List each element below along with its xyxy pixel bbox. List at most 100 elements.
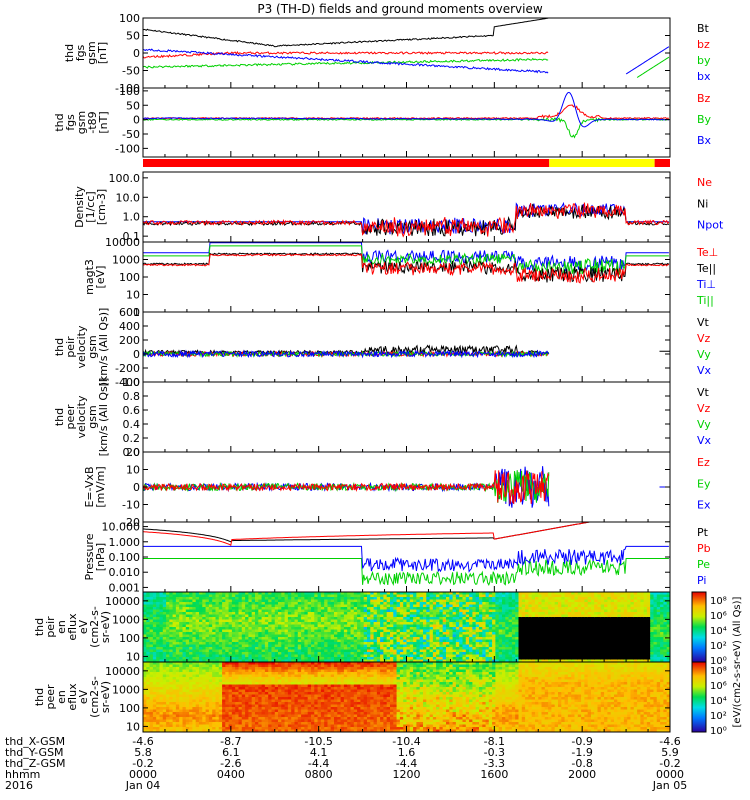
spectrogram-cell [159,679,164,683]
spectrogram-cell [255,634,259,638]
spectrogram-cell [436,609,440,613]
spectrogram-cell [584,642,589,646]
legend-entry: Pt [697,526,709,539]
spectrogram-cell [426,604,431,608]
spectrogram-cell [360,632,365,636]
spectrogram-cell [535,622,539,626]
spectrogram-cell [222,609,226,613]
panel_peer_spectrogram-plot [143,662,670,732]
spectrogram-cell [162,672,167,676]
spectrogram-cell [149,642,154,646]
spectrogram-cell [462,594,467,598]
spectrogram-cell [396,599,401,603]
spectrogram-cell [231,644,236,648]
y-axis-label: E=-VxB [83,466,96,507]
spectrogram-cell [215,614,220,618]
spectrogram-cell [156,684,161,688]
spectrogram-cell [218,652,223,656]
spectrogram-cell [409,639,414,643]
spectrogram-cell [393,609,398,613]
spectrogram-cell [218,639,223,643]
spectrogram-cell [390,629,394,633]
spectrogram-cell [436,632,440,636]
spectrogram-cell [581,647,585,651]
spectrogram-cell [637,612,641,616]
spectrogram-cell [558,619,562,623]
spectrogram-cell [508,594,513,598]
spectrogram-cell [287,647,292,651]
spectrogram-cell [498,642,503,646]
spectrogram-cell [231,607,236,611]
spectrogram-cell [561,654,566,658]
spectrogram-cell [584,652,589,656]
spectrogram-cell [627,617,632,621]
spectrogram-cell [172,594,177,598]
spectrogram-cell [640,657,645,661]
spectrogram-cell [498,632,503,636]
spectrogram-cell [502,629,506,633]
spectrogram-cell [294,652,299,656]
spectrogram-cell [172,612,177,616]
spectrogram-cell [617,642,622,646]
spectrogram-cell [284,632,289,636]
spectrogram-cell [597,644,602,648]
y-axis-label: [cm-3] [95,189,108,225]
spectrogram-cell [660,609,664,613]
spectrogram-cell [251,639,256,643]
spectrogram-cell [432,627,437,631]
spectrogram-cell [630,612,635,616]
spectrogram-cell [535,619,539,623]
spectrogram-cell [376,657,381,661]
spectrogram-cell [251,619,256,623]
spectrogram-cell [327,602,332,606]
spectrogram-cell [482,604,487,608]
spectrogram-cell [340,604,345,608]
spectrogram-cell [551,634,556,638]
spectrogram-cell [591,597,595,601]
spectrogram-cell [255,644,259,648]
spectrogram-cell [281,594,286,598]
spectrogram-cell [581,594,585,598]
spectrogram-cell [459,639,464,643]
spectrogram-cell [554,624,559,628]
spectrogram-cell [294,629,299,633]
spectrogram-cell [469,659,473,662]
spectrogram-cell [620,604,625,608]
legend-entry: By [697,113,712,126]
spectrogram-cell [653,607,658,611]
spectrogram-cell [620,612,625,616]
spectrogram-cell [617,629,622,633]
spectrogram-cell [646,602,651,606]
spectrogram-cell [488,604,493,608]
spectrogram-cell [241,622,246,626]
spectrogram-cell [360,637,365,641]
spectrogram-cell [653,647,658,651]
spectrogram-cell [577,629,582,633]
spectrogram-cell [604,649,608,653]
spectrogram-cell [337,659,342,662]
spectrogram-cell [182,602,187,606]
spectrogram-cell [535,657,539,661]
spectrogram-cell [666,637,670,641]
spectrogram-cell [614,604,618,608]
spectrogram-cell [653,622,658,626]
spectrogram-cell [314,604,319,608]
spectrogram-cell [301,649,305,653]
spectrogram-cell [462,622,467,626]
spectrogram-cell [597,602,602,606]
spectrogram-cell [143,662,147,666]
spectrogram-cell [149,724,154,728]
spectrogram-cell [291,654,296,658]
spectrogram-cell [149,662,154,666]
spectrogram-cell [175,639,180,643]
spectrogram-cell [614,607,618,611]
spectrogram-cell [429,617,434,621]
spectrogram-cell [630,659,635,662]
spectrogram-cell [215,607,220,611]
spectrogram-cell [459,592,464,596]
spectrogram-cell [156,649,161,653]
spectrogram-cell [564,597,569,601]
spectrogram-cell [291,647,296,651]
spectrogram-cell [584,607,589,611]
spectrogram-cell [294,647,299,651]
